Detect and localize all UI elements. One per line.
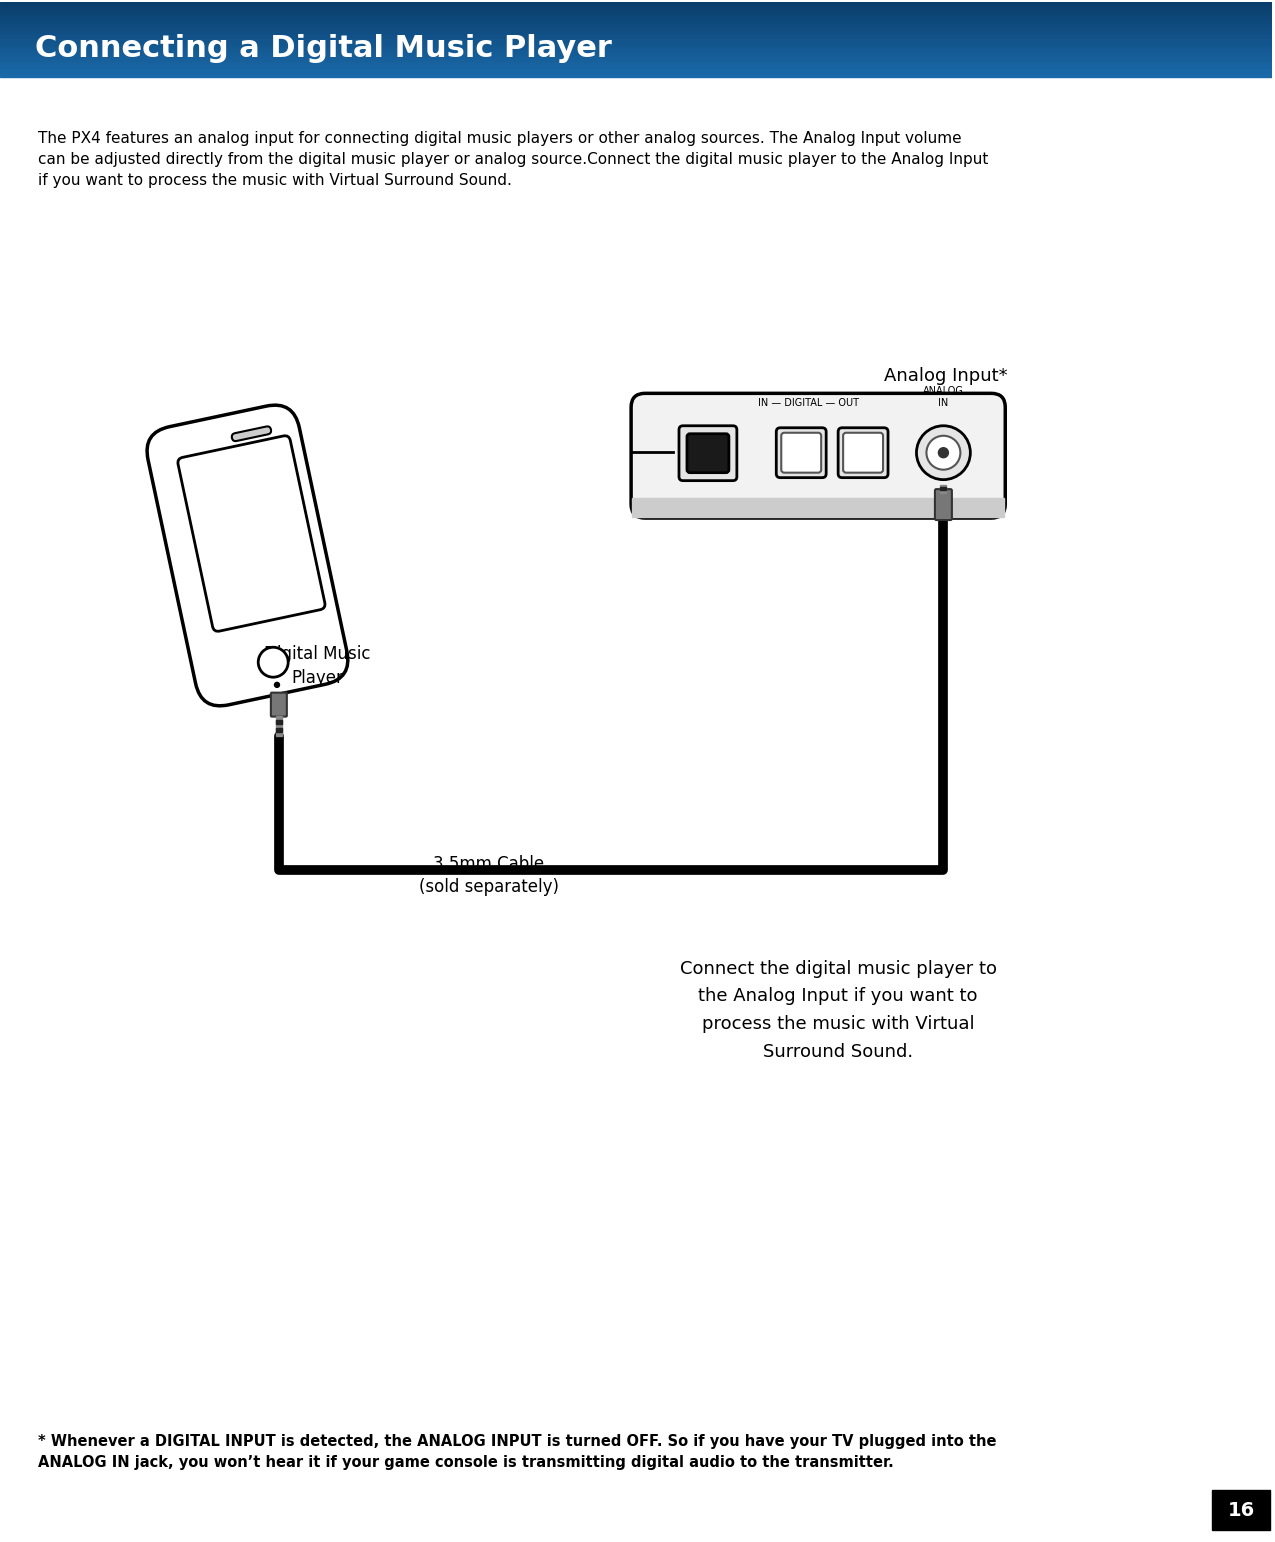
Bar (0, 29, 1272, 32)
Bar (0, 39, 1272, 42)
Bar (941, 487, 946, 490)
Bar (0, 56, 1272, 59)
Bar (0, 65, 1272, 68)
Bar (0, 63, 1272, 65)
Bar (0, 28, 1272, 29)
Bar (632, 498, 1005, 517)
Bar (0, 34, 1272, 35)
FancyBboxPatch shape (776, 427, 826, 478)
Bar (0, 69, 1272, 71)
Bar (0, 74, 1272, 77)
Bar (0, 68, 1272, 69)
Text: IN — DIGITAL — OUT: IN — DIGITAL — OUT (757, 398, 858, 407)
Bar (0, 2, 1272, 3)
Bar (0, 46, 1272, 48)
Bar (0, 62, 1272, 63)
Bar (0, 8, 1272, 9)
Bar (0, 19, 1272, 20)
Bar (0, 51, 1272, 52)
Bar (0, 42, 1272, 43)
FancyBboxPatch shape (147, 406, 348, 706)
Circle shape (259, 648, 288, 677)
Text: * Whenever a DIGITAL INPUT is detected, the ANALOG INPUT is turned OFF. So if yo: * Whenever a DIGITAL INPUT is detected, … (38, 1434, 997, 1470)
Bar (1213, 1491, 1270, 1530)
Bar (0, 48, 1272, 51)
Bar (0, 20, 1272, 22)
Text: Digital Music
Player: Digital Music Player (264, 645, 371, 686)
Text: Connecting a Digital Music Player: Connecting a Digital Music Player (34, 34, 612, 63)
Bar (0, 60, 1272, 62)
FancyBboxPatch shape (270, 692, 287, 717)
Bar (0, 25, 1272, 26)
Text: The PX4 features an analog input for connecting digital music players or other a: The PX4 features an analog input for con… (38, 131, 988, 188)
Bar (0, 6, 1272, 8)
FancyBboxPatch shape (782, 433, 821, 473)
Circle shape (938, 447, 949, 458)
Text: 16: 16 (1228, 1500, 1255, 1520)
Bar (0, 45, 1272, 46)
Bar (0, 37, 1272, 39)
Circle shape (917, 426, 970, 480)
Bar (0, 17, 1272, 19)
FancyBboxPatch shape (680, 426, 737, 481)
FancyBboxPatch shape (935, 489, 952, 520)
FancyBboxPatch shape (687, 433, 729, 473)
Circle shape (927, 436, 960, 470)
Bar (275, 720, 282, 723)
FancyBboxPatch shape (631, 393, 1005, 518)
Bar (0, 54, 1272, 56)
Bar (0, 3, 1272, 6)
Bar (0, 52, 1272, 54)
FancyBboxPatch shape (838, 427, 887, 478)
Bar (0, 35, 1272, 37)
Bar (0, 9, 1272, 11)
Bar (0, 43, 1272, 45)
Text: 3.5mm Cable
(sold separately): 3.5mm Cable (sold separately) (419, 854, 558, 896)
Bar (0, 15, 1272, 17)
Bar (275, 715, 282, 736)
Bar (0, 71, 1272, 72)
Bar (0, 11, 1272, 12)
Circle shape (274, 683, 279, 688)
Bar (0, 26, 1272, 28)
Bar (0, 59, 1272, 60)
FancyBboxPatch shape (232, 427, 272, 441)
FancyBboxPatch shape (179, 436, 325, 631)
Text: Analog Input*: Analog Input* (884, 367, 1007, 386)
Text: ANALOG
IN: ANALOG IN (923, 386, 964, 407)
Bar (941, 484, 946, 492)
FancyBboxPatch shape (843, 433, 884, 473)
Bar (0, 12, 1272, 15)
Bar (275, 728, 282, 731)
Bar (0, 32, 1272, 34)
Bar (0, 72, 1272, 74)
Bar (0, 22, 1272, 25)
Text: Connect the digital music player to
the Analog Input if you want to
process the : Connect the digital music player to the … (680, 959, 997, 1061)
